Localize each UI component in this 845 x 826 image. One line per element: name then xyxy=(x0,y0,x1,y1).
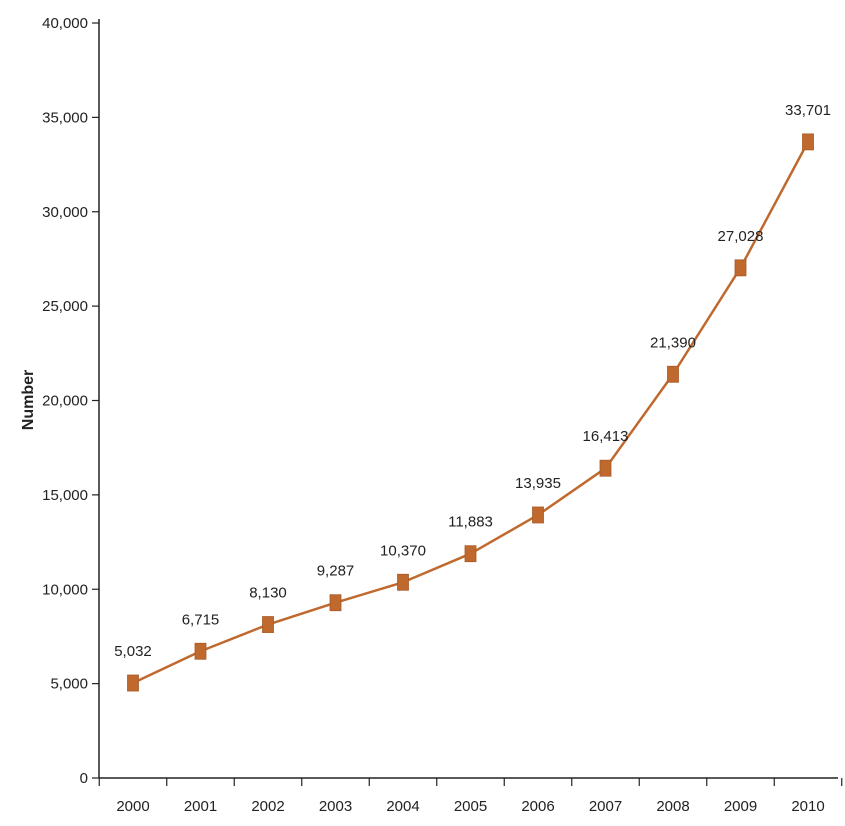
x-tick-label: 2000 xyxy=(116,798,149,815)
y-tick-label: 10,000 xyxy=(42,581,88,598)
y-tick-label: 35,000 xyxy=(42,109,88,126)
x-tick-label: 2010 xyxy=(791,798,824,815)
x-tick-label: 2009 xyxy=(724,798,757,815)
y-tick-label: 0 xyxy=(80,770,88,787)
data-label: 13,935 xyxy=(515,475,561,492)
x-tick-label: 2007 xyxy=(589,798,622,815)
x-tick-label: 2006 xyxy=(521,798,554,815)
axes: 0 5,000 10,000 15,000 20,000 25,000 30,000 35,0… xyxy=(42,15,843,815)
data-label: 6,715 xyxy=(182,611,220,628)
data-label: 16,413 xyxy=(583,428,629,445)
data-label: 10,370 xyxy=(380,542,426,559)
x-tick-label: 2008 xyxy=(656,798,689,815)
y-axis-title: Number xyxy=(20,370,37,430)
series-line xyxy=(132,141,810,685)
x-tick-label: 2001 xyxy=(184,798,217,815)
data-point-marker xyxy=(802,133,814,151)
x-tick-label: 2003 xyxy=(319,798,352,815)
y-tick-label: 40,000 xyxy=(42,15,88,32)
data-point-marker xyxy=(397,573,409,591)
x-tick-label: 2002 xyxy=(251,798,284,815)
y-tick-label: 20,000 xyxy=(42,393,88,410)
data-label: 33,701 xyxy=(785,102,831,119)
data-point-marker xyxy=(464,545,477,563)
x-tick-label: 2004 xyxy=(386,798,419,815)
data-point-marker xyxy=(262,616,274,633)
y-tick-label: 15,000 xyxy=(42,487,88,504)
data-labels-group: 5,032 6,715 8,130 9,287 10,370 11,883 13,935 16… xyxy=(114,102,831,660)
data-point-marker xyxy=(599,459,612,477)
data-point-marker xyxy=(127,674,139,692)
data-label: 5,032 xyxy=(114,643,152,660)
data-point-marker xyxy=(667,365,679,383)
y-tick-label: 25,000 xyxy=(42,298,88,315)
markers-group xyxy=(127,133,814,692)
data-label: 8,130 xyxy=(249,585,287,602)
series-line-group xyxy=(132,141,810,685)
data-label: 9,287 xyxy=(317,563,355,580)
data-label: 11,883 xyxy=(448,514,493,531)
data-point-marker xyxy=(532,506,544,524)
data-label: 21,390 xyxy=(650,334,696,351)
y-tick-label: 30,000 xyxy=(42,204,88,221)
data-point-marker xyxy=(329,594,342,612)
data-label: 27,028 xyxy=(718,228,764,245)
x-tick-label: 2005 xyxy=(454,798,487,815)
data-point-marker xyxy=(734,259,747,277)
y-tick-label: 5,000 xyxy=(50,676,88,693)
data-point-marker xyxy=(194,642,207,660)
